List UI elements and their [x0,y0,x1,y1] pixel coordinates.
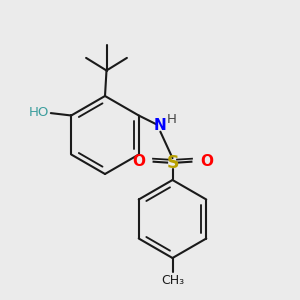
Text: N: N [154,118,167,133]
Text: H: H [167,112,177,126]
Text: S: S [166,154,179,172]
Text: O: O [200,154,213,169]
Text: CH₃: CH₃ [161,274,184,287]
Text: O: O [132,154,145,169]
Text: HO: HO [29,106,49,119]
